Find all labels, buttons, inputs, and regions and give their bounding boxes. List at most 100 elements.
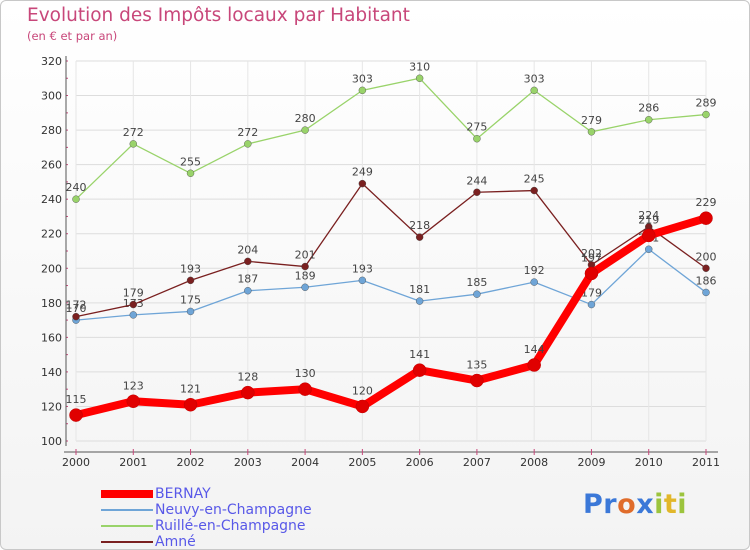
data-label: 272	[123, 126, 144, 139]
data-point	[587, 128, 596, 136]
data-label: 240	[66, 181, 87, 194]
data-point	[355, 399, 370, 414]
data-point	[584, 266, 599, 281]
x-tick-label: 2009	[577, 456, 605, 469]
data-point	[186, 276, 195, 285]
legend-swatch	[101, 525, 153, 527]
data-point	[358, 179, 367, 188]
data-point	[301, 126, 309, 134]
data-label: 193	[352, 262, 373, 275]
data-point	[645, 245, 653, 253]
data-point	[470, 373, 484, 388]
data-point	[129, 300, 137, 309]
x-tick-label: 2008	[520, 456, 548, 469]
data-label: 289	[696, 97, 717, 110]
data-point	[473, 135, 481, 143]
data-point	[244, 140, 252, 148]
legend-swatch	[101, 490, 153, 498]
data-label: 179	[123, 287, 144, 300]
data-point	[358, 276, 367, 285]
logo-letter: P	[583, 489, 604, 520]
data-label: 197	[581, 251, 602, 264]
legend-item: BERNAY	[101, 486, 312, 502]
x-tick-label: 2000	[62, 456, 90, 469]
data-label: 310	[409, 60, 430, 73]
data-label: 175	[180, 293, 201, 306]
legend: BERNAY Neuvy-en-Champagne Ruillé-en-Champa…	[101, 486, 312, 550]
data-label: 115	[66, 393, 87, 406]
data-label: 200	[696, 250, 717, 263]
data-point	[298, 382, 312, 396]
y-tick-label: 120	[41, 400, 62, 413]
data-label: 219	[638, 213, 659, 226]
data-point	[241, 385, 255, 400]
data-label: 218	[409, 219, 430, 232]
series-line	[75, 182, 707, 318]
data-label: 202	[581, 247, 602, 260]
y-tick-label: 240	[41, 193, 62, 206]
data-label: 189	[295, 269, 316, 282]
x-tick-label: 2001	[119, 456, 147, 469]
data-point	[301, 283, 309, 291]
y-tick-label: 220	[41, 228, 62, 241]
legend-label: Amné	[155, 534, 196, 550]
y-tick-label: 320	[41, 55, 62, 68]
logo-letter: x	[636, 489, 655, 520]
data-point	[645, 116, 653, 124]
data-point	[129, 140, 137, 148]
data-point	[358, 86, 367, 95]
x-tick-label: 2005	[348, 456, 376, 469]
data-label: 179	[581, 287, 602, 300]
x-tick-label: 2010	[635, 456, 663, 469]
x-tick-label: 2002	[177, 456, 205, 469]
data-point	[72, 195, 80, 203]
data-point	[527, 358, 541, 372]
chart-title: Evolution des Impôts locaux par Habitant	[27, 5, 410, 26]
data-point	[702, 264, 710, 272]
y-tick-label: 200	[41, 262, 62, 275]
y-tick-label: 260	[41, 159, 62, 172]
data-label: 201	[295, 249, 316, 262]
proxiti-logo: Proxiti	[583, 489, 687, 520]
x-tick-label: 2004	[291, 456, 319, 469]
data-point	[72, 312, 80, 321]
series-line	[75, 214, 708, 419]
data-point	[641, 228, 656, 243]
y-tick-label: 180	[41, 297, 62, 310]
legend-item: Neuvy-en-Champagne	[101, 502, 312, 518]
data-label: 244	[466, 174, 487, 187]
legend-swatch	[101, 509, 153, 511]
logo-letter: r	[603, 489, 618, 520]
x-tick-label: 2006	[406, 456, 434, 469]
data-point	[126, 394, 141, 409]
data-point	[415, 297, 424, 305]
legend-swatch	[101, 541, 153, 543]
data-label: 181	[409, 283, 430, 296]
data-point	[473, 290, 481, 298]
data-point	[244, 287, 252, 295]
data-point	[186, 307, 195, 316]
x-tick-label: 2011	[692, 456, 720, 469]
data-label: 185	[466, 276, 487, 289]
data-label: 280	[295, 112, 316, 125]
data-label: 224	[638, 209, 659, 222]
grid	[75, 60, 707, 442]
logo-letter: o	[617, 489, 637, 520]
data-point	[415, 233, 424, 241]
data-label: 170	[66, 302, 87, 315]
data-point	[473, 188, 481, 196]
data-point	[183, 397, 198, 412]
data-point	[129, 311, 137, 319]
data-label: 229	[696, 196, 717, 209]
data-label: 286	[638, 102, 659, 115]
legend-label: Neuvy-en-Champagne	[155, 502, 312, 518]
data-point	[415, 74, 424, 82]
data-label: 193	[180, 262, 201, 275]
series-neuvy-en-champagne: 170173175187189193181185192179211186	[66, 231, 717, 324]
data-label: 130	[295, 367, 316, 380]
x-tick-label: 2003	[234, 456, 262, 469]
legend-label: Ruillé-en-Champagne	[155, 518, 306, 534]
legend-label: BERNAY	[155, 486, 211, 502]
data-point	[530, 86, 538, 95]
